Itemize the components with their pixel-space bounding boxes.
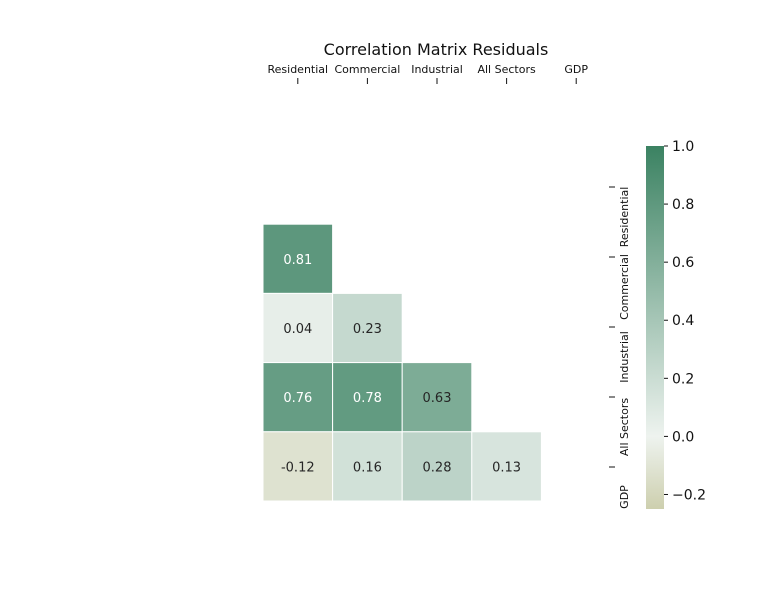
cell-value-label: 0.76 [283, 391, 312, 406]
colorbar-tick-label: 0.4 [672, 313, 694, 329]
x-axis-top: Residential Commercial Industrial All Secto… [268, 63, 588, 84]
colorbar-tick-label: −0.2 [672, 487, 706, 503]
colorbar-tick-label: 0.0 [672, 429, 694, 445]
heatmap-cell [471, 431, 542, 502]
y-tick-label: All Sectors [618, 398, 631, 456]
cell-value-label: 0.13 [492, 460, 521, 475]
cell-value-label: -0.12 [281, 460, 315, 475]
x-tick-label: All Sectors [477, 63, 535, 76]
x-tick-label: Residential [268, 63, 329, 76]
x-tick-label: Industrial [411, 63, 463, 76]
heatmap-cell [262, 431, 334, 502]
colorbar-tick-label: 0.8 [672, 197, 694, 213]
heatmap-cell [262, 362, 334, 433]
cell-value-label: 0.63 [423, 391, 452, 406]
colorbar-gradient [646, 146, 664, 509]
colorbar: 1.0 0.8 0.6 0.4 0.2 0.0 −0.2 [646, 139, 706, 509]
colorbar-tick-label: 1.0 [672, 139, 694, 155]
cell-value-label: 0.81 [283, 253, 312, 268]
chart-title: Correlation Matrix Residuals [324, 40, 549, 59]
cell-value-label: 0.16 [353, 460, 382, 475]
heatmap-cells: 0.81 0.04 0.23 0.76 0.78 0.63 -0.12 0.16 0.28 0.1… [262, 223, 542, 502]
heatmap-cell [332, 362, 403, 433]
x-tick-label: GDP [564, 63, 588, 76]
y-axis-right: Residential Commercial Industrial All Secto… [609, 186, 631, 509]
colorbar-tick-label: 0.2 [672, 371, 694, 387]
cell-value-label: 0.23 [353, 322, 382, 337]
cell-value-label: 0.78 [353, 391, 382, 406]
heatmap-cell [262, 223, 334, 294]
heatmap-cell [401, 431, 473, 502]
y-tick-label: Commercial [618, 254, 631, 320]
heatmap-cell [332, 292, 403, 364]
heatmap-cell [401, 362, 473, 433]
y-tick-label: GDP [618, 485, 631, 509]
colorbar-tick-label: 0.6 [672, 255, 694, 271]
y-tick-label: Residential [618, 187, 631, 248]
cell-value-label: 0.28 [423, 460, 452, 475]
colorbar-ticks: 1.0 0.8 0.6 0.4 0.2 0.0 −0.2 [664, 139, 706, 503]
cell-value-label: 0.04 [283, 322, 312, 337]
y-tick-label: Industrial [618, 331, 631, 383]
x-tick-label: Commercial [335, 63, 401, 76]
